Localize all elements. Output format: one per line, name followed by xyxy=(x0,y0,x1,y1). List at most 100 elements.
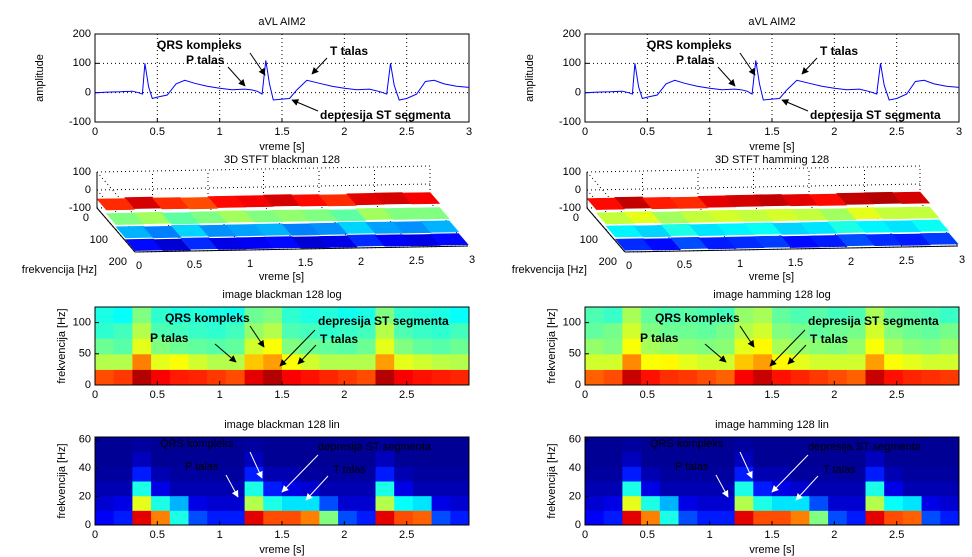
heatmap-cell xyxy=(846,451,866,467)
heatmap-cell xyxy=(132,353,152,370)
heatmap-cell xyxy=(603,338,623,355)
plot-frame xyxy=(94,306,470,386)
x-tick-label: 0.5 xyxy=(150,126,165,138)
heatmap-cell xyxy=(450,437,470,453)
heatmap-cell xyxy=(225,322,246,339)
surface-cell xyxy=(189,211,228,224)
heatmap-cell xyxy=(338,353,358,370)
heatmap-cell xyxy=(356,495,376,511)
heatmap-cell xyxy=(207,466,227,482)
annotation-arrow xyxy=(769,329,806,367)
surface-cell xyxy=(420,220,460,233)
heatmap-cell xyxy=(207,495,227,511)
heatmap-cell xyxy=(188,437,208,453)
heatmap-cell xyxy=(356,466,376,482)
heatmap-cell xyxy=(940,451,960,467)
x-tick-label: 0 xyxy=(92,389,98,401)
y-tick-label: 60 xyxy=(79,434,91,446)
heatmap-cell xyxy=(244,495,264,511)
z-tick-label: -100 xyxy=(69,202,91,214)
heatmap-cell xyxy=(113,307,133,324)
heatmap-cell xyxy=(113,369,133,386)
heatmap-cell xyxy=(225,437,246,453)
x-tick-label: 2.5 xyxy=(399,529,414,541)
annotation: QRS kompleks xyxy=(647,38,732,52)
heatmap-cell xyxy=(697,510,717,526)
heatmap-cell xyxy=(772,353,792,370)
heatmap-cell xyxy=(734,495,754,511)
heatmap-cell xyxy=(622,307,642,324)
surface-cell xyxy=(920,232,959,245)
x-tick-label: 1 xyxy=(217,126,223,138)
annotation: P talas xyxy=(150,331,189,345)
heatmap-cell xyxy=(828,510,848,526)
chart-title: 3D STFT hamming 128 xyxy=(715,154,829,166)
x-tick-label: 0.5 xyxy=(677,259,692,271)
heatmap-cell xyxy=(622,369,642,386)
heatmap-cell xyxy=(902,322,923,339)
heatmap-cell xyxy=(151,451,171,467)
heatmap-cell xyxy=(734,322,754,339)
annotation-arrow xyxy=(715,474,729,498)
heatmap-cell xyxy=(772,510,792,526)
heatmap-cell xyxy=(319,451,339,467)
heatmap-cell xyxy=(940,466,960,482)
x-tick-label: 1 xyxy=(707,389,713,401)
heatmap-cell xyxy=(678,481,698,497)
heatmap-cell xyxy=(431,437,451,453)
x-tick-label: 0.5 xyxy=(640,529,655,541)
y-tick-label: 50 xyxy=(79,348,91,360)
heatmap-cell xyxy=(282,353,302,370)
heatmap-cell xyxy=(169,369,189,386)
heatmap-cell xyxy=(828,451,848,467)
heatmap-cell xyxy=(450,495,470,511)
heatmap-cell xyxy=(244,338,264,355)
heatmap-cell xyxy=(603,353,623,370)
heatmap-cell xyxy=(641,353,661,370)
heatmap-cell xyxy=(113,466,133,482)
heatmap-cell xyxy=(809,353,829,370)
x-tick-label: 1 xyxy=(707,126,713,138)
heatmap-cell xyxy=(585,451,605,467)
annotation: T talas xyxy=(333,464,366,476)
x-tick-label: 3 xyxy=(466,126,472,138)
y-tick-label: 60 xyxy=(569,434,581,446)
heatmap-cell xyxy=(244,353,264,370)
y-tick-label: 40 xyxy=(569,462,581,474)
heatmap-cell xyxy=(375,451,395,467)
surface-cell xyxy=(143,225,182,239)
heatmap-cell xyxy=(338,338,358,355)
heatmap-cell xyxy=(151,338,171,355)
heatmap-cell xyxy=(865,338,885,355)
heatmap-cell xyxy=(132,481,152,497)
heatmap-cell xyxy=(225,481,246,497)
heatmap-cell xyxy=(282,451,302,467)
heatmap-cell xyxy=(902,307,923,324)
heatmap-cell xyxy=(300,307,320,324)
heatmap-cell xyxy=(412,451,433,467)
heatmap-cell xyxy=(319,322,339,339)
heatmap-cell xyxy=(412,495,433,511)
heatmap-cell xyxy=(225,510,246,526)
chart-title: image hamming 128 lin xyxy=(715,419,829,431)
x-axis-label: vreme [s] xyxy=(749,141,794,153)
heatmap-cell xyxy=(772,451,792,467)
heatmap-cell xyxy=(921,481,941,497)
heatmap-cell xyxy=(753,481,773,497)
surface-cell xyxy=(105,212,145,225)
heatmap-cell xyxy=(846,307,866,324)
y-tick-label: 0 xyxy=(85,379,91,391)
x-tick-label: 0.5 xyxy=(640,126,655,138)
z-tick-label: -100 xyxy=(559,202,581,214)
heatmap-cell xyxy=(603,466,623,482)
heatmap-cell xyxy=(394,451,414,467)
heatmap-cell xyxy=(375,369,395,386)
heatmap-cell xyxy=(753,353,773,370)
y-tick-label: 20 xyxy=(79,491,91,503)
heatmap-cell xyxy=(772,322,792,339)
heatmap-cell xyxy=(263,322,283,339)
x-tick-label: 1.5 xyxy=(764,529,779,541)
heatmap-cell xyxy=(338,437,358,453)
heatmap-cell xyxy=(263,451,283,467)
